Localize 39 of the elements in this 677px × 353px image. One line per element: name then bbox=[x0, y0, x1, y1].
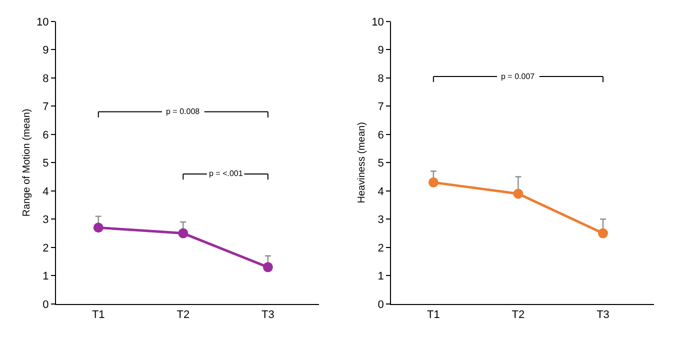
y-tick-label: 10 bbox=[372, 16, 384, 28]
y-tick-label: 2 bbox=[378, 242, 384, 254]
annotation: p = 0.008 bbox=[166, 107, 200, 116]
y-tick-label: 10 bbox=[36, 16, 49, 28]
point bbox=[428, 177, 438, 188]
y-tick-label: 5 bbox=[378, 158, 384, 170]
point bbox=[513, 188, 524, 199]
y-tick-label: 0 bbox=[378, 298, 384, 311]
point bbox=[178, 228, 188, 238]
y-tick-label: 0 bbox=[42, 298, 49, 311]
y-tick-label: 8 bbox=[42, 72, 49, 85]
y-tick-label: 1 bbox=[378, 270, 384, 282]
x-tick-label: T2 bbox=[176, 309, 190, 322]
y-tick-label: 9 bbox=[42, 44, 49, 57]
x-tick-label: T1 bbox=[92, 309, 105, 322]
point bbox=[598, 228, 608, 238]
annotation: p = <.001 bbox=[209, 169, 244, 178]
y-axis-title: Range of Motion (mean) bbox=[22, 108, 33, 217]
y-tick-label: 9 bbox=[378, 44, 384, 57]
y-tick-label: 6 bbox=[42, 129, 49, 142]
x-tick-label: T3 bbox=[262, 309, 274, 322]
x-tick-label: T2 bbox=[512, 309, 525, 322]
y-tick-label: 2 bbox=[42, 242, 49, 254]
y-axis-title: Heaviness (mean) bbox=[356, 122, 368, 204]
x-tick-label: T1 bbox=[427, 309, 440, 322]
y-tick-label: 8 bbox=[378, 72, 384, 85]
point bbox=[93, 222, 104, 233]
y-tick-label: 5 bbox=[42, 158, 49, 170]
y-tick-label: 4 bbox=[378, 186, 384, 198]
annotation: p = 0.007 bbox=[501, 72, 536, 81]
y-tick-label: 1 bbox=[42, 270, 49, 282]
point bbox=[262, 262, 273, 272]
y-tick-label: 4 bbox=[42, 186, 49, 198]
x-tick-label: T3 bbox=[596, 309, 610, 322]
y-tick-label: 7 bbox=[378, 101, 384, 114]
y-tick-label: 3 bbox=[42, 214, 49, 226]
y-tick-label: 3 bbox=[378, 214, 384, 226]
y-tick-label: 7 bbox=[42, 101, 49, 114]
y-tick-label: 6 bbox=[378, 129, 384, 142]
